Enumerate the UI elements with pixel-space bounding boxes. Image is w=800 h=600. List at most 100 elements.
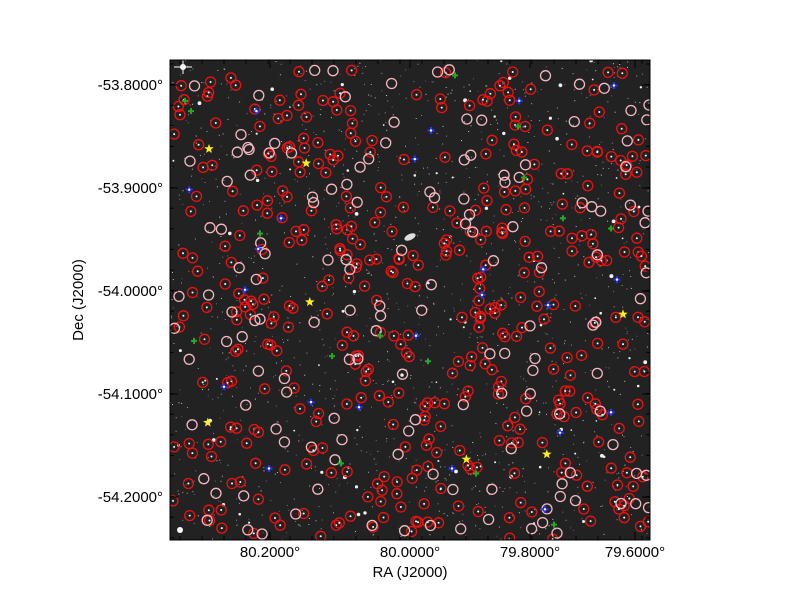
red-circle-marker xyxy=(627,480,639,493)
red-circle-marker xyxy=(323,274,335,286)
red-circle-marker xyxy=(464,463,477,475)
red-circle-marker xyxy=(215,504,227,516)
field-star xyxy=(548,116,553,120)
red-circle-marker xyxy=(192,265,204,277)
red-circle-marker xyxy=(494,80,506,92)
field-star xyxy=(215,377,218,380)
red-circle-marker xyxy=(469,306,481,319)
pink-circle-marker xyxy=(458,193,470,205)
pink-circle-marker xyxy=(170,322,181,334)
green-star-marker xyxy=(182,97,188,104)
pink-circle-marker xyxy=(231,146,243,158)
field-star xyxy=(602,455,606,459)
red-circle-marker xyxy=(484,88,497,100)
field-star xyxy=(636,384,640,388)
pink-circle-marker xyxy=(642,205,650,217)
red-circle-marker xyxy=(257,272,269,284)
pink-circle-marker xyxy=(374,310,387,322)
red-circle-marker xyxy=(298,507,310,520)
field-star xyxy=(493,115,496,118)
pink-circle-marker xyxy=(428,192,441,204)
red-circle-marker xyxy=(280,365,292,377)
red-circle-marker xyxy=(400,347,413,359)
red-circle-marker xyxy=(508,467,521,479)
pink-circle-marker xyxy=(554,490,566,503)
red-circle-marker xyxy=(219,278,231,290)
pink-circle-marker xyxy=(220,335,233,348)
red-circle-marker xyxy=(514,423,526,435)
red-circle-marker xyxy=(197,376,209,389)
red-circle-marker xyxy=(583,256,595,269)
pink-circle-marker xyxy=(568,115,580,128)
red-circle-marker xyxy=(510,330,523,342)
pink-circle-marker xyxy=(620,161,632,173)
red-circle-marker xyxy=(358,280,371,292)
red-circle-marker xyxy=(190,190,203,203)
red-circle-marker xyxy=(618,500,630,512)
red-circle-marker xyxy=(407,249,419,262)
red-circle-marker xyxy=(261,195,274,207)
pink-circle-marker xyxy=(586,201,598,213)
y-axis-label: Dec (J2000) xyxy=(70,259,87,341)
red-circle-marker xyxy=(569,300,581,312)
catalog-markers xyxy=(170,64,650,540)
red-circle-marker xyxy=(626,150,639,162)
pink-circle-marker xyxy=(238,490,250,502)
pink-circle-marker xyxy=(573,78,586,90)
pink-circle-marker xyxy=(564,467,576,479)
red-circle-marker xyxy=(316,280,328,292)
red-circle-marker xyxy=(624,451,636,463)
red-circle-marker xyxy=(541,124,553,136)
red-circle-marker xyxy=(282,321,295,333)
pink-circle-marker xyxy=(524,320,536,332)
y-tick-label-4: -54.2000° xyxy=(98,489,163,506)
pink-circle-marker xyxy=(244,169,256,181)
pink-circle-marker xyxy=(591,367,603,380)
red-circle-marker xyxy=(366,134,378,147)
pink-circle-marker xyxy=(173,290,185,303)
green-star-marker xyxy=(257,230,263,237)
red-circle-marker xyxy=(300,458,313,470)
red-circle-marker xyxy=(633,415,645,428)
pink-circle-marker xyxy=(487,255,500,267)
red-circle-marker xyxy=(553,225,565,237)
red-circle-marker xyxy=(561,168,573,180)
red-circle-marker xyxy=(283,141,296,153)
red-circle-marker xyxy=(605,150,617,163)
red-circle-marker xyxy=(469,204,482,217)
pink-circle-marker xyxy=(290,508,302,520)
field-star xyxy=(318,364,320,366)
pink-circle-marker xyxy=(252,365,265,377)
red-circle-marker xyxy=(186,252,199,264)
pink-circle-marker xyxy=(431,66,444,78)
red-circle-marker xyxy=(269,512,281,524)
red-circle-marker xyxy=(321,308,333,320)
pink-circle-marker xyxy=(486,483,498,495)
pink-circle-marker xyxy=(607,438,619,451)
red-circle-marker xyxy=(595,254,608,267)
red-circle-marker xyxy=(504,532,516,540)
red-circle-marker xyxy=(298,224,310,236)
pink-circle-marker xyxy=(233,262,245,274)
red-circle-marker xyxy=(226,185,239,197)
red-circle-marker xyxy=(370,253,383,265)
red-circle-marker xyxy=(252,493,265,505)
red-circle-marker xyxy=(232,343,244,355)
red-circle-marker xyxy=(632,398,644,410)
yellow-star-marker xyxy=(204,143,214,153)
red-circle-marker xyxy=(439,67,452,79)
red-circle-marker xyxy=(617,338,629,350)
pink-circle-marker xyxy=(569,494,582,507)
field-star xyxy=(615,177,618,179)
pink-circle-marker xyxy=(556,478,568,490)
red-circle-marker xyxy=(634,520,647,533)
x-axis-label: RA (J2000) xyxy=(372,564,447,581)
red-circle-marker xyxy=(618,246,631,258)
red-circle-marker xyxy=(409,280,421,293)
x-tick-label-0: 80.2000° xyxy=(240,544,300,561)
red-circle-marker xyxy=(370,294,383,307)
red-circle-marker xyxy=(587,238,599,250)
red-circle-marker xyxy=(359,375,372,387)
red-circle-marker xyxy=(271,345,283,357)
red-circle-marker xyxy=(316,442,329,454)
